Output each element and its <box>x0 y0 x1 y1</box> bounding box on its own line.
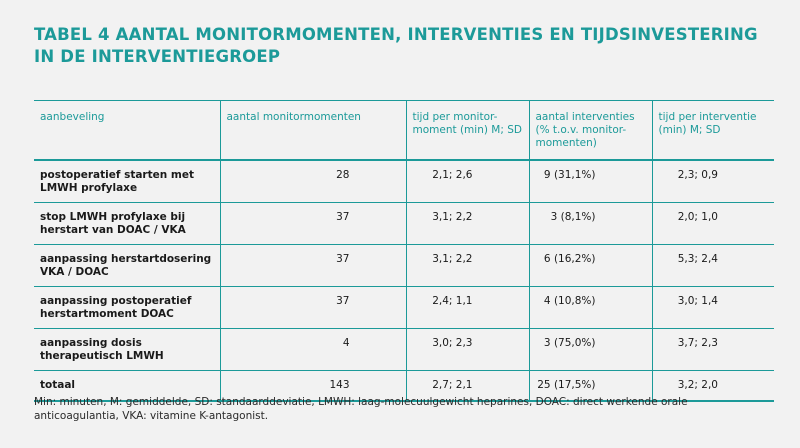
cell-monitormomenten-total: 143 <box>219 370 406 402</box>
table-row: aanpassing dosis therapeutisch LMWH 4 3,… <box>34 328 774 371</box>
table-row-total: totaal 143 2,7; 2,1 25 (17,5%) 3,2; 2,0 <box>34 370 774 402</box>
cell-tijd-monitormoment: 3,1; 2,2 <box>405 202 529 245</box>
table-header-row: aanbeveling aantal monitormomenten tijd … <box>34 100 774 161</box>
cell-interventies: 6 (16,2%) <box>528 244 652 287</box>
cell-aanbeveling: postoperatief starten met LMWH profylaxe <box>34 160 220 203</box>
table-row: postoperatief starten met LMWH profylaxe… <box>34 160 774 203</box>
cell-tijd-monitormoment: 3,1; 2,2 <box>405 244 529 287</box>
cell-interventies: 4 (10,8%) <box>528 286 652 329</box>
cell-tijd-monitormoment: 3,0; 2,3 <box>405 328 529 371</box>
cell-tijd-monitormoment: 2,1; 2,6 <box>405 160 529 203</box>
data-table: aanbeveling aantal monitormomenten tijd … <box>34 100 774 402</box>
column-header-tijd-per-monitormoment: tijd per monitor-moment (min) M; SD <box>405 100 529 161</box>
cell-tijd-interventie: 3,7; 2,3 <box>651 328 774 371</box>
cell-aanbeveling: aanpassing postoperatief herstartmoment … <box>34 286 220 329</box>
cell-tijd-interventie: 5,3; 2,4 <box>651 244 774 287</box>
cell-monitormomenten: 37 <box>219 286 406 329</box>
cell-monitormomenten: 28 <box>219 160 406 203</box>
table-title: TABEL 4 AANTAL MONITORMOMENTEN, INTERVEN… <box>34 25 758 66</box>
cell-aanbeveling: aanpassing herstartdosering VKA / DOAC <box>34 244 220 287</box>
cell-monitormomenten: 37 <box>219 202 406 245</box>
cell-interventies: 3 (8,1%) <box>528 202 652 245</box>
column-header-aantal-monitormomenten: aantal monitormomenten <box>219 100 406 161</box>
cell-aanbeveling-total: totaal <box>34 370 220 402</box>
cell-tijd-interventie: 3,0; 1,4 <box>651 286 774 329</box>
cell-tijd-interventie: 2,0; 1,0 <box>651 202 774 245</box>
table-row: aanpassing herstartdosering VKA / DOAC 3… <box>34 244 774 287</box>
column-header-aantal-interventies: aantal interventies (% t.o.v. monitor-mo… <box>528 100 652 161</box>
table-row: aanpassing postoperatief herstartmoment … <box>34 286 774 329</box>
cell-aanbeveling: aanpassing dosis therapeutisch LMWH <box>34 328 220 371</box>
cell-aanbeveling: stop LMWH profylaxe bij herstart van DOA… <box>34 202 220 245</box>
data-table-container: aanbeveling aantal monitormomenten tijd … <box>34 100 774 402</box>
column-header-aanbeveling: aanbeveling <box>34 100 220 161</box>
cell-tijd-monitormoment-total: 2,7; 2,1 <box>405 370 529 402</box>
cell-tijd-interventie: 2,3; 0,9 <box>651 160 774 203</box>
cell-tijd-interventie-total: 3,2; 2,0 <box>651 370 774 402</box>
cell-interventies-total: 25 (17,5%) <box>528 370 652 402</box>
column-header-tijd-per-interventie: tijd per interventie (min) M; SD <box>651 100 774 161</box>
cell-interventies: 9 (31,1%) <box>528 160 652 203</box>
cell-monitormomenten: 37 <box>219 244 406 287</box>
cell-monitormomenten: 4 <box>219 328 406 371</box>
table-row: stop LMWH profylaxe bij herstart van DOA… <box>34 202 774 245</box>
cell-tijd-monitormoment: 2,4; 1,1 <box>405 286 529 329</box>
table-footnote: Min: minuten, M: gemiddelde, SD: standaa… <box>34 396 688 422</box>
cell-interventies: 3 (75,0%) <box>528 328 652 371</box>
